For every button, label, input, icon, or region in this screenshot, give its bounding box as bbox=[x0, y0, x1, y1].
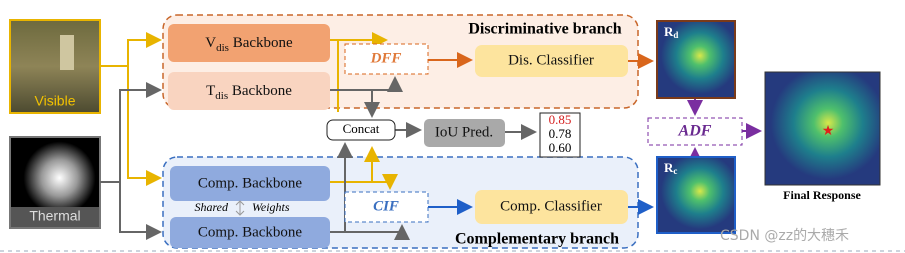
cif-box bbox=[344, 191, 429, 223]
classifier bbox=[475, 45, 628, 77]
backbone-label: Vdis Backbone bbox=[205, 35, 293, 53]
thermal-label-bg bbox=[11, 207, 99, 227]
iou-score: 0.60 bbox=[549, 140, 572, 155]
classifier-label: Dis. Classifier bbox=[508, 52, 594, 68]
weights-label: Weights bbox=[252, 200, 290, 214]
dff-box bbox=[344, 43, 429, 75]
backbone-label: Comp. Backbone bbox=[198, 224, 302, 240]
classifier-label: Comp. Classifier bbox=[500, 198, 602, 214]
visible-image bbox=[9, 19, 101, 114]
final-label: Final Response bbox=[783, 188, 861, 202]
concat-label: Concat bbox=[343, 121, 380, 136]
backbone-label: Tdis Backbone bbox=[206, 83, 292, 101]
iou-box bbox=[424, 119, 505, 147]
classifier bbox=[475, 190, 628, 224]
backbone-label: Comp. Backbone bbox=[198, 175, 302, 191]
concat-box bbox=[326, 119, 396, 141]
shared-icon bbox=[235, 200, 245, 216]
adf-label: ADF bbox=[678, 123, 712, 140]
backbone bbox=[168, 72, 330, 110]
dff-label: DFF bbox=[370, 50, 402, 66]
rc-label: Rc bbox=[664, 160, 677, 176]
iou-score: 0.78 bbox=[549, 126, 572, 141]
branch-title: Complementary branch bbox=[455, 231, 619, 248]
backbone bbox=[168, 24, 330, 62]
backbone bbox=[170, 166, 330, 201]
branch-title: Discriminative branch bbox=[468, 21, 621, 38]
rd-label: Rd bbox=[664, 24, 678, 40]
shared-label: Shared bbox=[194, 200, 229, 214]
cif-label: CIF bbox=[373, 198, 399, 214]
visible-image bbox=[60, 35, 74, 70]
rd-map bbox=[656, 20, 736, 99]
input-label: Thermal bbox=[29, 208, 80, 224]
watermark: CSDN @zz的大穗禾 bbox=[720, 228, 849, 244]
iou-label: IoU Pred. bbox=[435, 124, 493, 140]
final-map bbox=[764, 71, 881, 186]
iou-score: 0.85 bbox=[549, 112, 572, 127]
backbone bbox=[170, 217, 330, 248]
arrows bbox=[100, 32, 762, 240]
adf-box bbox=[647, 117, 743, 146]
input-label: Visible bbox=[35, 93, 76, 109]
scores-box bbox=[539, 112, 581, 158]
rc-map bbox=[656, 156, 736, 234]
target-star: ★ bbox=[822, 124, 835, 139]
